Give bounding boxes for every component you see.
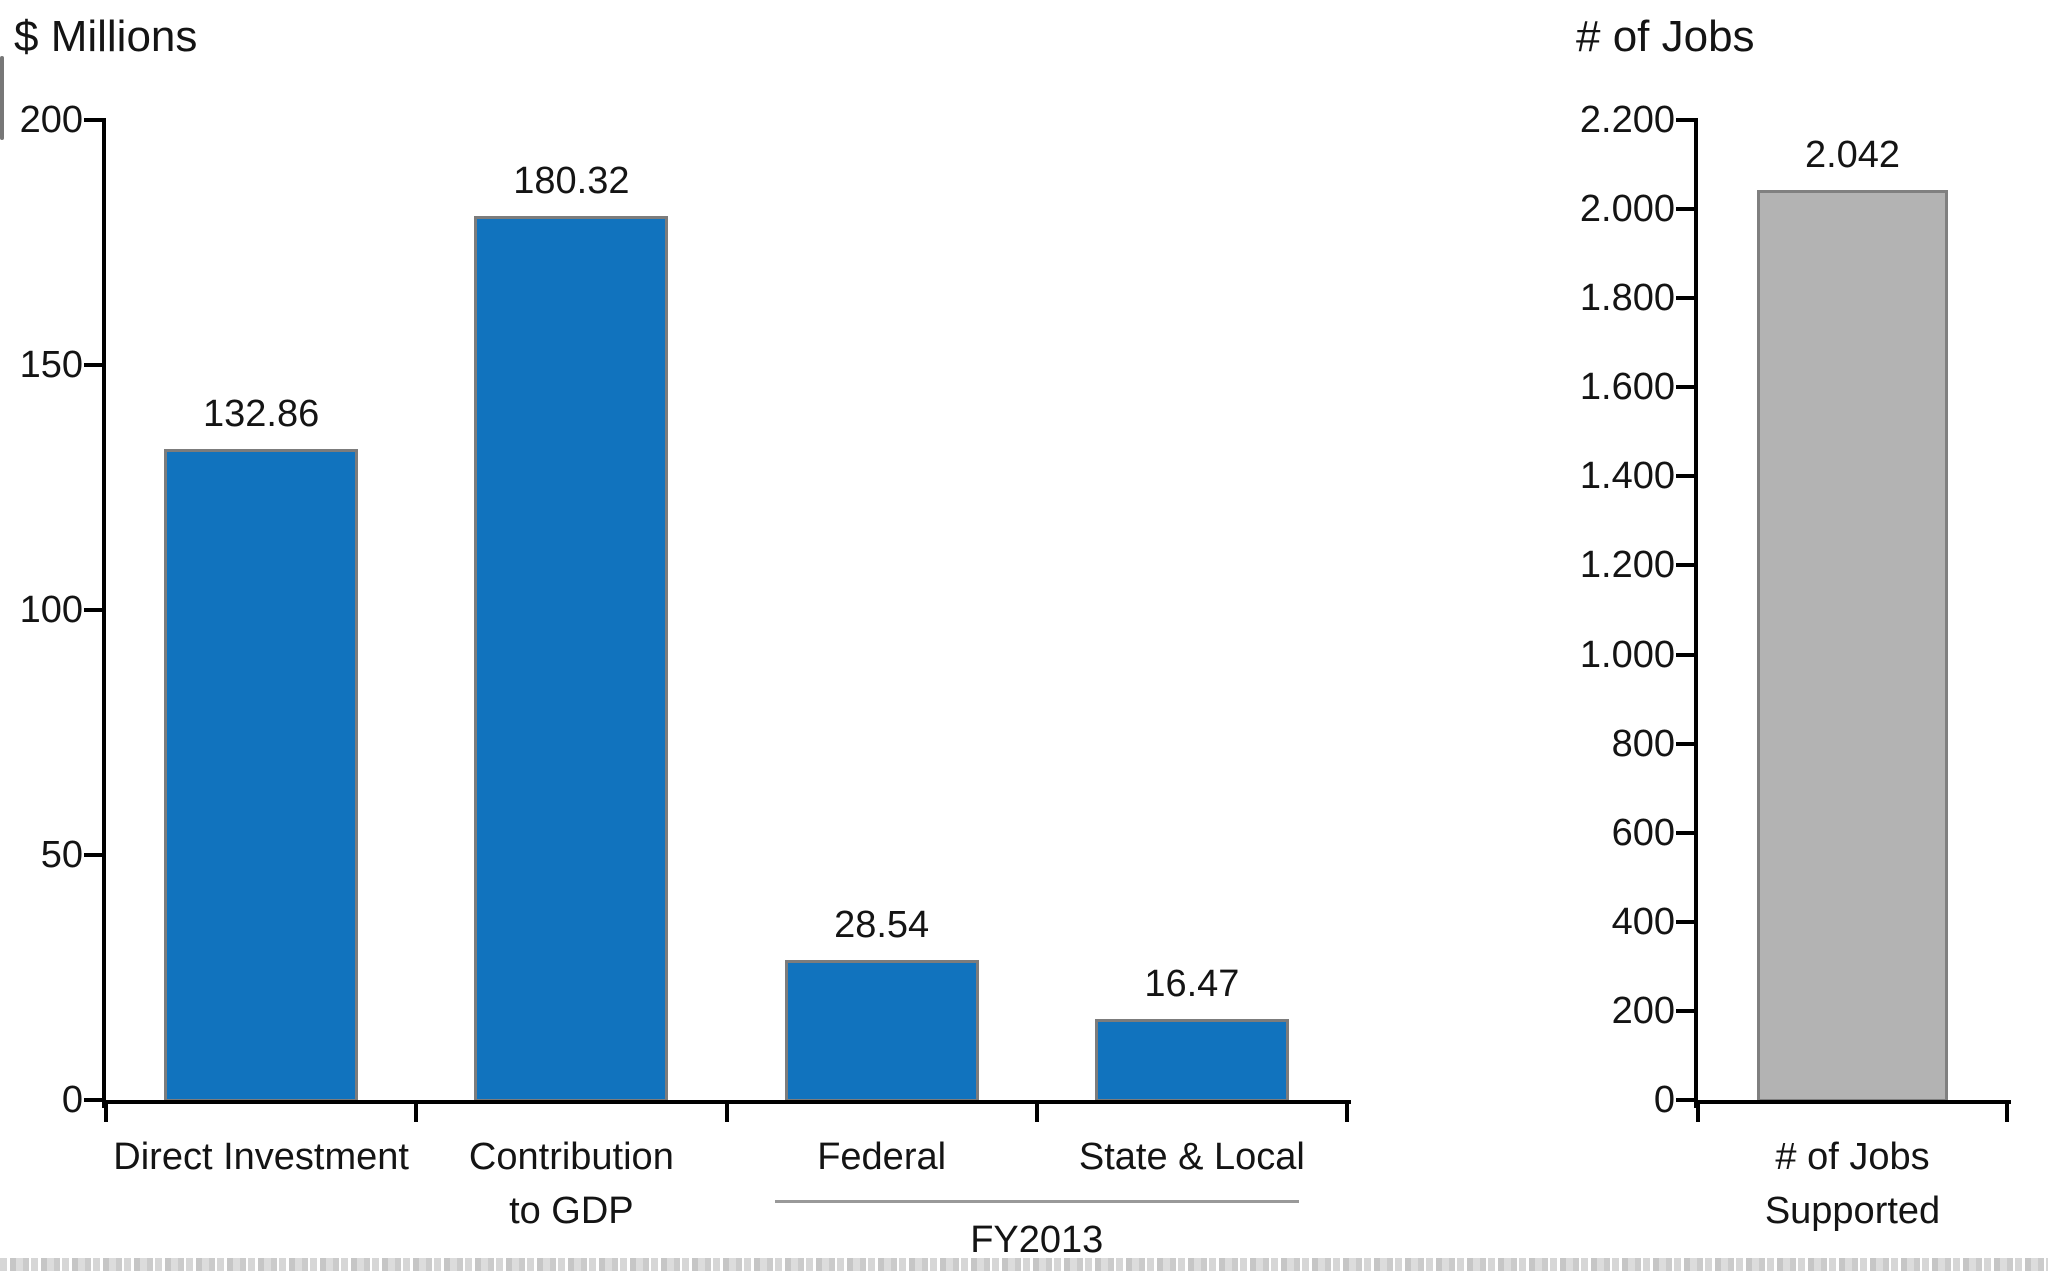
value-label: 2.042 (1804, 134, 1901, 177)
bar-federal (784, 960, 979, 1102)
value-label: 132.86 (203, 392, 320, 435)
y-tick (84, 853, 102, 857)
y-tick-label: 0 (1653, 1079, 1675, 1121)
y-tick (84, 363, 102, 367)
x-axis (102, 1100, 1351, 1104)
scan-noise-strip (0, 1258, 2048, 1271)
y-tick-label: 400 (1611, 900, 1675, 943)
chart-title-millions: $ Millions (14, 12, 198, 61)
y-tick-label: 1.400 (1579, 455, 1675, 498)
y-tick (1676, 118, 1694, 122)
y-tick (84, 608, 102, 612)
y-tick (1676, 563, 1694, 568)
y-tick (1676, 1008, 1694, 1013)
x-tick (414, 1104, 419, 1122)
y-tick (1676, 385, 1694, 390)
y-tick (1676, 830, 1694, 835)
category-label: Supported (1764, 1190, 1941, 1232)
y-tick (1676, 474, 1694, 479)
y-tick-label: 50 (40, 834, 83, 876)
y-tick-label: 100 (19, 589, 83, 631)
value-label: 180.32 (513, 160, 630, 203)
y-tick-label: 200 (19, 99, 83, 141)
bar-contribution-to-gdp (474, 216, 669, 1102)
y-tick-label: 1.000 (1579, 633, 1675, 676)
y-tick-label: 200 (1611, 989, 1675, 1032)
x-tick (104, 1104, 108, 1122)
scan-edge-artifact (0, 56, 4, 140)
category-label: State & Local (1078, 1136, 1305, 1178)
x-tick (1696, 1104, 1700, 1122)
y-tick-label: 1.200 (1579, 544, 1675, 587)
y-tick-label: 150 (19, 344, 83, 386)
category-label: Direct Investment (113, 1136, 409, 1178)
category-label: to GDP (509, 1190, 634, 1232)
y-tick-label: 800 (1611, 722, 1675, 765)
y-axis (102, 118, 106, 1108)
chart-title-jobs: # of Jobs (1576, 12, 1755, 61)
value-label: 16.47 (1144, 963, 1240, 1006)
category-label: Contribution (468, 1136, 674, 1178)
y-tick (84, 1098, 102, 1102)
y-tick (1676, 741, 1694, 746)
group-label: FY2013 (970, 1219, 1104, 1261)
value-label: 28.54 (834, 904, 930, 947)
category-label: # of Jobs (1775, 1136, 1930, 1178)
x-tick (1345, 1104, 1349, 1122)
x-tick (724, 1104, 729, 1122)
y-tick (1676, 296, 1694, 301)
dollars-millions-chart: $ Millions 0 50 100 150 200 132.86 Direct Inve… (14, 12, 1351, 1261)
y-tick (1676, 919, 1694, 924)
y-tick-label: 2.000 (1579, 188, 1675, 231)
jobs-chart: # of Jobs 0 200 400 600 800 1.000 1.200 1.400 1.… (1480, 0, 2048, 1271)
y-axis (1694, 118, 1698, 1108)
x-axis (1694, 1100, 2011, 1104)
y-tick-label: 1.600 (1579, 366, 1675, 409)
group-line-fy2013 (774, 1200, 1299, 1203)
y-tick-label: 600 (1611, 811, 1675, 854)
bar-direct-investment (164, 448, 359, 1102)
bar--of-jobs-supported (1757, 190, 1948, 1102)
bar-state-local (1094, 1019, 1289, 1102)
x-tick (1034, 1104, 1039, 1122)
y-tick-label: 0 (61, 1079, 83, 1121)
y-tick-label: 2.200 (1579, 99, 1675, 141)
y-tick (1676, 652, 1694, 657)
y-tick (1676, 207, 1694, 212)
y-tick (84, 118, 102, 122)
x-tick (2005, 1104, 2009, 1122)
y-tick-label: 1.800 (1579, 277, 1675, 320)
category-label: Federal (817, 1136, 947, 1178)
y-tick (1676, 1098, 1694, 1102)
